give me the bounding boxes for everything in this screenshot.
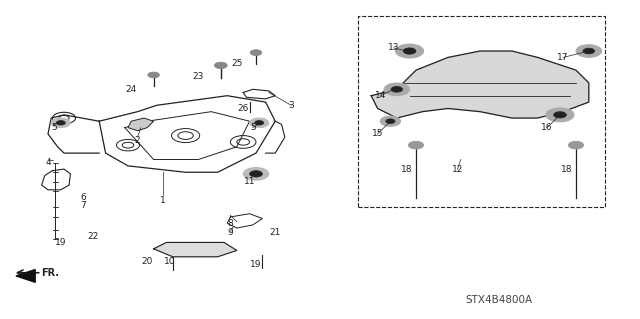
Circle shape [384,83,410,96]
Circle shape [51,118,70,128]
Text: 10: 10 [164,257,175,266]
Text: 13: 13 [388,43,399,52]
Circle shape [583,48,595,54]
Text: 25: 25 [231,59,243,68]
Text: 12: 12 [452,165,463,174]
Circle shape [243,167,269,180]
Text: 8: 8 [228,219,233,228]
Text: 26: 26 [237,104,249,113]
Text: 6: 6 [81,193,86,202]
Text: 18: 18 [401,165,412,174]
Circle shape [250,50,262,56]
Text: 1: 1 [161,197,166,205]
Text: 4: 4 [45,158,51,167]
Circle shape [148,72,159,78]
Text: 20: 20 [141,257,153,266]
Circle shape [380,116,401,126]
Circle shape [408,141,424,149]
Circle shape [576,45,602,57]
Text: 23: 23 [193,72,204,81]
Text: 9: 9 [228,228,233,237]
Circle shape [403,48,416,54]
Circle shape [250,118,269,128]
Text: 14: 14 [375,91,387,100]
Circle shape [255,121,264,125]
Text: 19: 19 [250,260,262,269]
Text: 16: 16 [541,123,553,132]
Circle shape [386,119,395,123]
Circle shape [56,121,65,125]
Text: 3: 3 [289,101,294,110]
Text: 19: 19 [55,238,67,247]
Text: 24: 24 [125,85,137,94]
Circle shape [396,44,424,58]
Polygon shape [371,51,589,118]
Text: 7: 7 [81,201,86,210]
Text: 2: 2 [135,136,140,145]
Text: 5: 5 [250,123,255,132]
Text: FR.: FR. [42,268,60,278]
Circle shape [568,141,584,149]
Circle shape [214,62,227,69]
Polygon shape [154,242,237,257]
Text: 15: 15 [372,130,383,138]
Circle shape [546,108,574,122]
Text: 18: 18 [561,165,572,174]
Text: 22: 22 [87,232,99,241]
Polygon shape [128,118,154,131]
Circle shape [250,171,262,177]
Text: 5: 5 [52,123,57,132]
Circle shape [554,112,566,118]
Text: STX4B4800A: STX4B4800A [466,295,532,305]
Text: 11: 11 [244,177,255,186]
Text: 21: 21 [269,228,281,237]
Polygon shape [16,270,35,282]
Circle shape [391,86,403,92]
Text: 17: 17 [557,53,569,62]
